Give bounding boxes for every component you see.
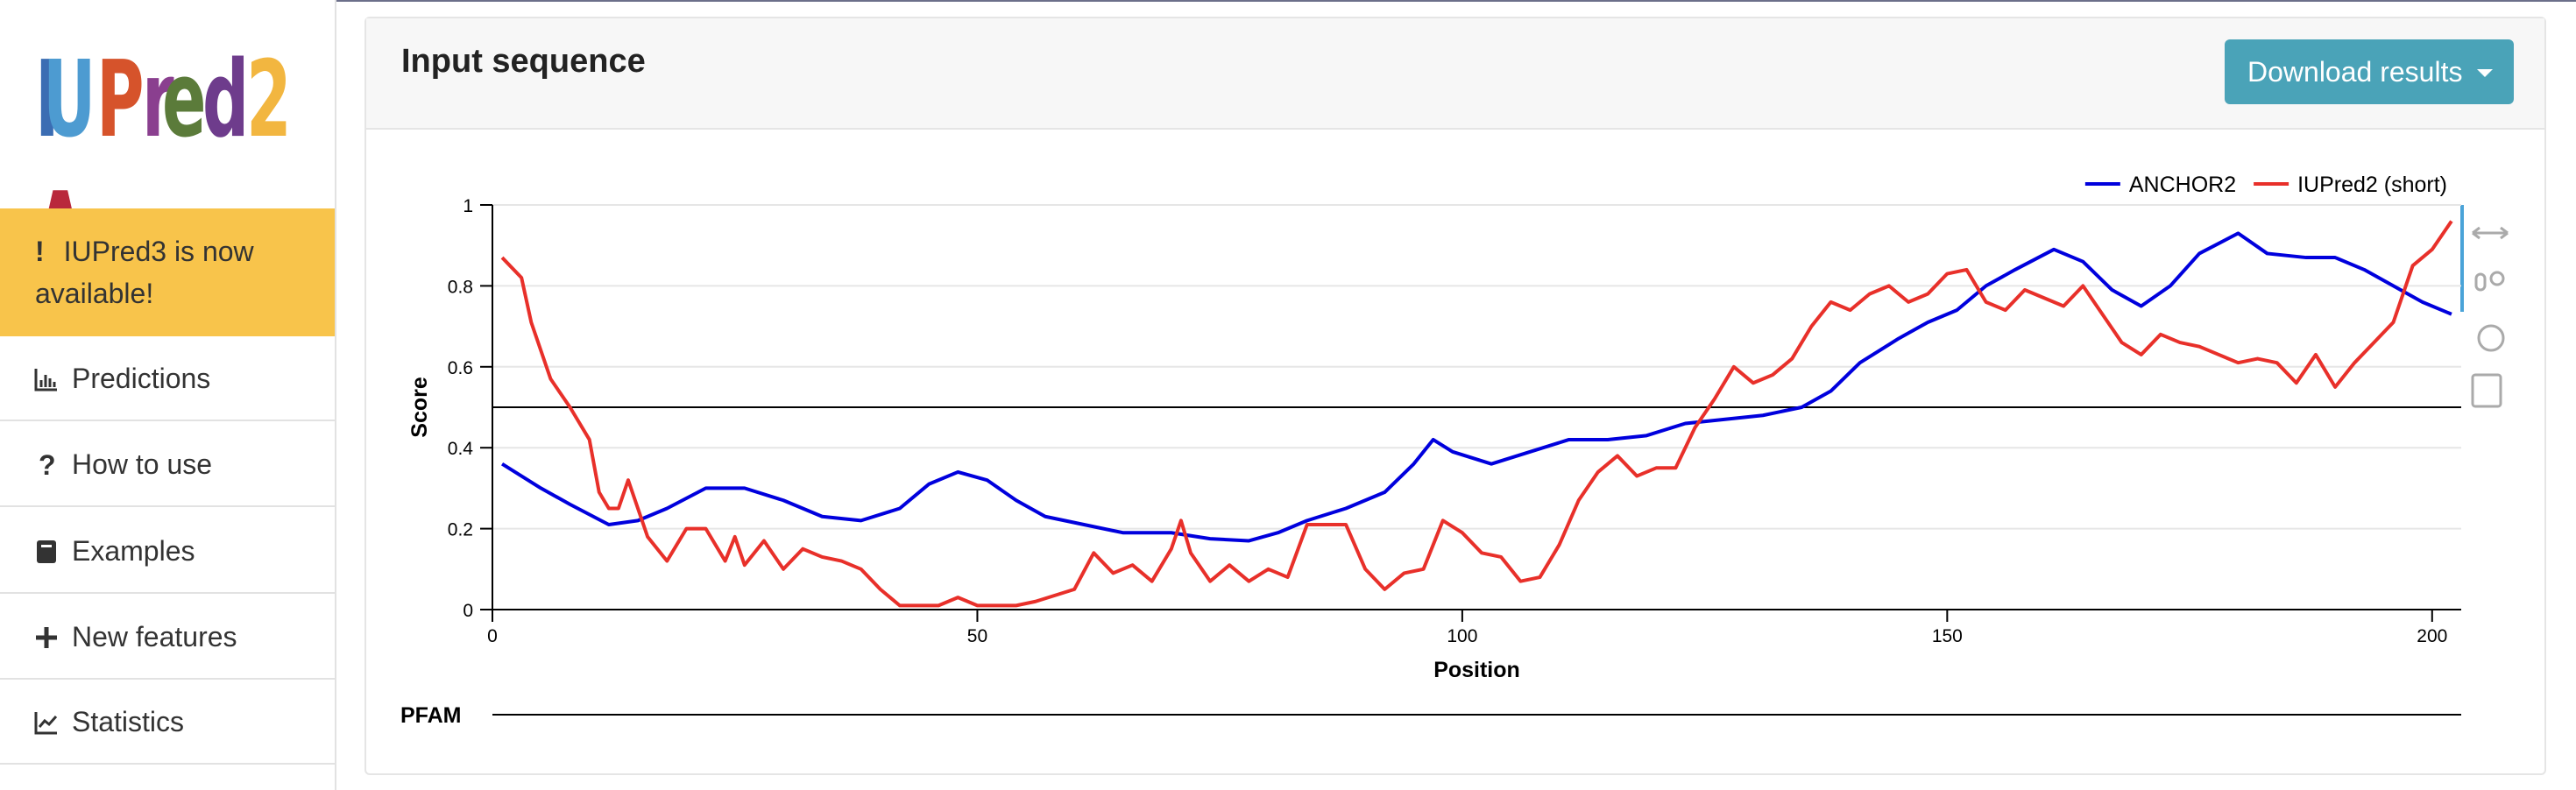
toolbar: [2471, 226, 2509, 408]
y-tick-label: 0.8: [448, 277, 473, 297]
x-tick-label: 200: [2417, 626, 2447, 646]
toolbar-indicator: [2460, 205, 2464, 312]
x-tick-label: 0: [487, 626, 498, 646]
zoom-tool[interactable]: [2474, 272, 2487, 292]
icon: [34, 712, 58, 735]
top-border: [0, 0, 2576, 2]
button-label[interactable]: Download results: [2247, 56, 2463, 88]
sidebar: IUPred2A !IUPred3 is now available! Pred…: [0, 0, 336, 790]
svg-text:?: ?: [39, 452, 56, 478]
icon: [34, 369, 57, 391]
menu-label[interactable]: New features: [72, 621, 237, 652]
menu-item[interactable]: Predictions: [0, 336, 335, 421]
x-tick-label: 50: [967, 626, 987, 646]
menu-label[interactable]: Predictions: [72, 363, 211, 394]
icon: ?: [39, 452, 56, 478]
logo-letter: U: [42, 39, 96, 161]
reset-tool[interactable]: [2477, 324, 2505, 352]
legend-label: IUPred2 (short): [2297, 173, 2447, 197]
y-tick-label: 0: [463, 601, 473, 621]
menu-label[interactable]: How to use: [72, 448, 213, 480]
icon: [36, 627, 57, 648]
logo-letter: 2: [245, 39, 292, 161]
logo-letter: P: [96, 39, 145, 161]
y-tick-label: 1: [463, 196, 473, 216]
series-line: [500, 220, 2453, 608]
logo-letter: e: [162, 39, 206, 161]
track-label: PFAM: [400, 703, 461, 728]
icon: [37, 540, 56, 563]
logo-letter: d: [202, 39, 249, 161]
save-tool[interactable]: [2471, 373, 2502, 408]
y-tick-label: 0.4: [448, 439, 474, 459]
download-button[interactable]: Download results: [2225, 39, 2514, 104]
menu-label[interactable]: Statistics: [72, 706, 185, 737]
menu-label[interactable]: Examples: [72, 535, 195, 567]
y-tick-label: 0.2: [448, 520, 473, 540]
card-header: Input sequence Download results: [366, 18, 2544, 130]
zoom-tool[interactable]: [2489, 271, 2505, 286]
y-tick-label: 0.6: [448, 358, 473, 378]
x-tick-label: 150: [1932, 626, 1963, 646]
legend-label: ANCHOR2: [2129, 173, 2236, 197]
pan-tool[interactable]: [2472, 226, 2509, 240]
caret: [2477, 69, 2493, 77]
menu-item[interactable]: Statistics: [0, 680, 335, 765]
alert-text[interactable]: IUPred3 is now available!: [35, 236, 254, 309]
menu-item[interactable]: Examples: [0, 509, 335, 594]
menu-item[interactable]: New features: [0, 595, 335, 680]
x-axis-label: Position: [1433, 658, 1520, 682]
menu-item[interactable]: ? How to use: [0, 422, 335, 507]
card: Input sequence Download results: [364, 17, 2546, 775]
card-title: Input sequence: [401, 43, 646, 80]
logo[interactable]: IUPred2A: [35, 35, 298, 293]
alert[interactable]: ! IUPred3 is now available!: [0, 208, 335, 336]
x-tick-label: 100: [1447, 626, 1477, 646]
series-line: [501, 231, 2452, 543]
y-axis-label: Score: [407, 377, 432, 438]
